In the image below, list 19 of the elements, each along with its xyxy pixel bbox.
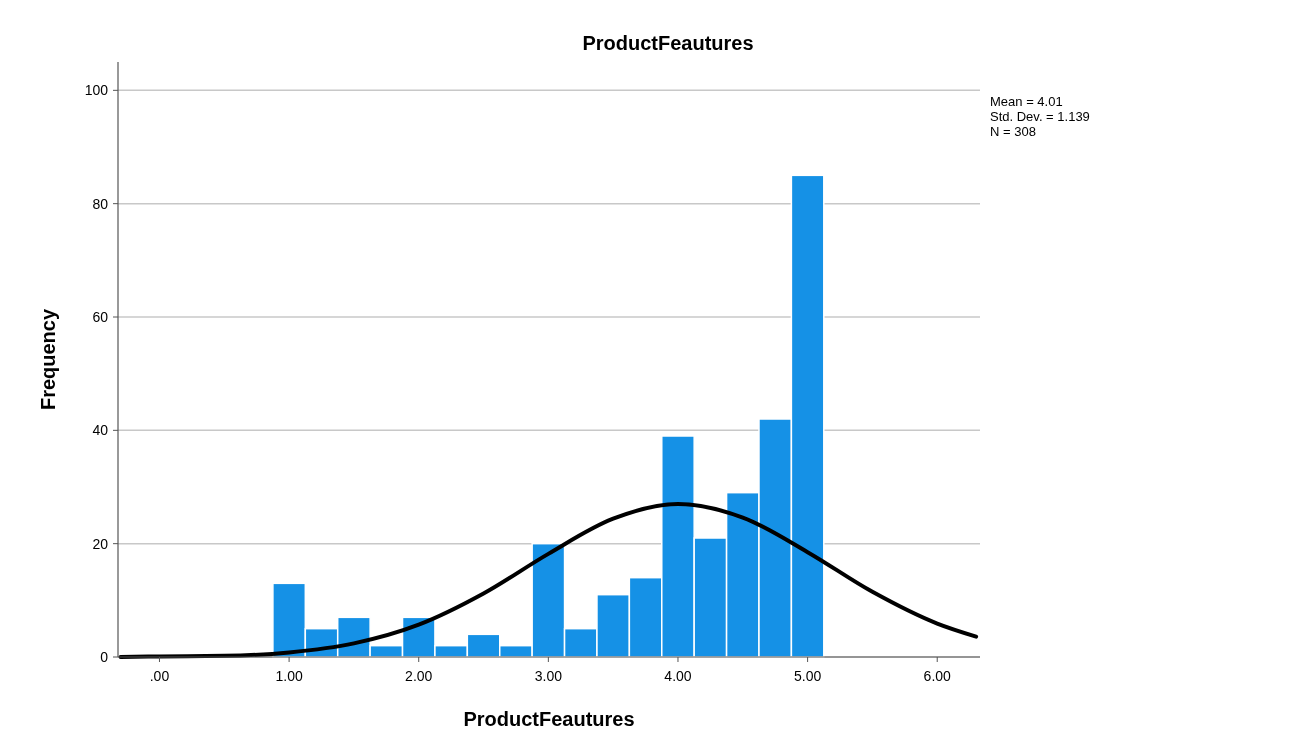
x-tick-label: 4.00: [664, 668, 692, 684]
x-tick-label: 1.00: [275, 668, 303, 684]
y-axis-title: Frequency: [37, 308, 59, 411]
text: Mean = 4.01: [990, 94, 1063, 109]
y-tick-label: 60: [92, 308, 109, 325]
y-tick-label: 0: [100, 648, 109, 665]
y-tick-label: 20: [92, 535, 109, 552]
x-tick-label: 5.00: [793, 668, 822, 684]
y-tick-label: 80: [92, 195, 109, 212]
chart-title: ProductFeautures: [582, 32, 754, 54]
x-axis-title: ProductFeautures: [463, 708, 635, 730]
text: Std. Dev. = 1.139: [990, 109, 1090, 124]
y-tick-label: 100: [84, 82, 109, 99]
text: N = 308: [990, 124, 1036, 139]
y-tick-label: 40: [92, 422, 109, 439]
x-tick-label: 3.00: [534, 668, 563, 684]
x-tick-label: .00: [149, 668, 170, 684]
x-tick-label: 2.00: [405, 668, 433, 684]
x-tick-label: 6.00: [923, 668, 952, 684]
